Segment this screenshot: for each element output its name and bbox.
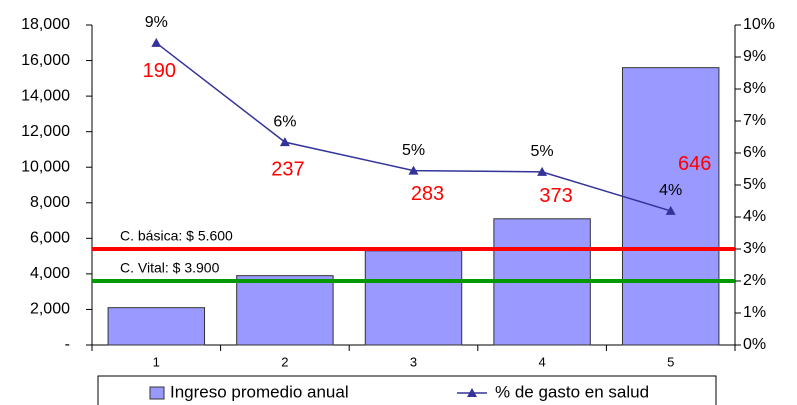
x-tick-label: 3	[410, 354, 417, 369]
legend-label: % de gasto en salud	[495, 382, 649, 401]
data-label: 5%	[531, 143, 554, 160]
annotation: 646	[678, 153, 711, 175]
y-tick-label: 10,000	[21, 158, 70, 175]
data-label: 9%	[145, 14, 168, 31]
legend-box	[97, 375, 717, 405]
y2-tick-label: 2%	[743, 272, 766, 289]
y-tick-label: 14,000	[21, 87, 70, 104]
y-tick-label: 18,000	[21, 16, 70, 33]
legend-swatch	[149, 386, 165, 400]
bar	[236, 275, 334, 346]
y2-tick-label: 10%	[743, 16, 775, 33]
legend-marker	[467, 388, 477, 397]
y2-tick-label: 9%	[743, 48, 766, 65]
data-label: 5%	[402, 142, 425, 159]
line-marker	[151, 37, 162, 47]
y2-tick-label: 5%	[743, 176, 766, 193]
y2-tick-label: 8%	[743, 80, 766, 97]
y-tick-label: 8,000	[30, 194, 70, 211]
bar	[364, 250, 463, 346]
y-tick-label: 2,000	[30, 301, 70, 318]
annotation: 237	[271, 158, 304, 180]
annotation: 373	[539, 185, 572, 207]
y-tick-label: 4,000	[30, 265, 70, 282]
data-label: 4%	[659, 182, 682, 199]
y2-tick-label: 3%	[743, 240, 766, 257]
reference-label: C. básica: $ 5.600	[120, 228, 233, 244]
y2-tick-label: 6%	[743, 144, 766, 161]
legend-label: Ingreso promedio anual	[170, 382, 349, 401]
y-tick-label: 6,000	[30, 230, 70, 247]
x-tick-label: 5	[667, 354, 674, 369]
x-tick-label: 4	[538, 354, 545, 369]
line-marker	[537, 166, 548, 176]
y-tick-label: 12,000	[21, 123, 70, 140]
annotation: 190	[143, 60, 176, 82]
reference-label: C. Vital: $ 3.900	[120, 260, 220, 276]
y2-tick-label: 4%	[743, 208, 766, 225]
y-tick-label: -	[65, 336, 70, 353]
y2-tick-label: 1%	[743, 304, 766, 321]
x-tick-label: 1	[153, 354, 160, 369]
x-tick-label: 2	[281, 354, 288, 369]
bar	[107, 307, 206, 346]
data-label: 6%	[273, 113, 296, 130]
y2-tick-label: 0%	[743, 336, 766, 353]
y2-tick-label: 7%	[743, 112, 766, 129]
line-marker	[279, 137, 290, 147]
line-marker	[408, 165, 419, 175]
line-marker	[665, 205, 676, 215]
annotation: 283	[411, 183, 444, 205]
y-tick-label: 16,000	[21, 52, 70, 69]
